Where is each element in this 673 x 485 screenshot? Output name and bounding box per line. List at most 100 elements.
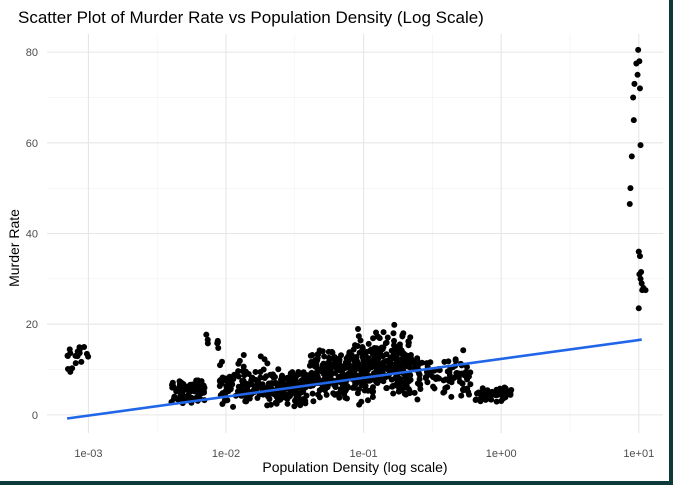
data-point: [323, 391, 330, 398]
data-point: [467, 381, 474, 388]
data-point: [376, 347, 383, 354]
data-point: [448, 379, 455, 386]
data-point: [444, 384, 451, 391]
data-point: [403, 372, 410, 379]
data-point: [430, 383, 437, 390]
data-point: [261, 356, 268, 363]
data-point: [339, 381, 346, 388]
y-tick-label: 60: [26, 138, 38, 150]
data-point: [325, 367, 332, 374]
data-point: [194, 385, 201, 392]
data-point: [331, 391, 338, 398]
data-point: [300, 396, 307, 403]
data-point: [217, 362, 224, 369]
data-point: [398, 350, 405, 357]
data-point: [406, 364, 413, 371]
data-point: [358, 398, 365, 405]
data-point: [322, 373, 329, 380]
data-point: [472, 396, 479, 403]
data-point: [369, 389, 376, 396]
data-point: [477, 395, 484, 402]
data-point: [388, 376, 395, 383]
data-point: [373, 329, 379, 336]
data-point: [636, 253, 643, 260]
data-point: [442, 376, 449, 383]
data-point: [337, 389, 344, 396]
data-point: [239, 368, 246, 375]
data-point: [417, 385, 424, 392]
data-point: [309, 390, 316, 397]
data-point: [324, 384, 331, 391]
data-point: [66, 346, 73, 353]
data-point: [343, 362, 350, 369]
data-point: [405, 378, 412, 385]
data-point: [393, 346, 400, 353]
data-point: [278, 373, 285, 380]
data-point: [422, 373, 429, 380]
data-point: [635, 305, 642, 312]
data-point: [187, 386, 194, 393]
data-point: [626, 201, 633, 208]
data-point: [240, 351, 247, 358]
x-tick-label: 1e-03: [74, 448, 102, 460]
x-tick-labels: 1e-03 1e-02 1e-01 1e+00 1e+01: [74, 448, 654, 460]
data-point: [396, 341, 403, 348]
data-point: [337, 367, 343, 374]
x-tick-label: 1e+01: [623, 448, 654, 460]
data-point: [379, 353, 386, 360]
data-point: [389, 382, 396, 389]
data-point: [631, 80, 638, 87]
data-point: [373, 355, 380, 362]
data-point: [348, 352, 355, 359]
data-point: [203, 331, 210, 338]
data-point: [355, 325, 362, 332]
data-point: [258, 384, 265, 391]
data-point: [355, 361, 362, 368]
data-point: [488, 396, 495, 403]
y-tick-label: 80: [26, 47, 38, 59]
data-point: [370, 335, 377, 342]
data-point: [316, 394, 323, 401]
data-point: [354, 342, 361, 349]
data-point: [380, 329, 387, 336]
data-point: [374, 364, 381, 371]
data-point: [452, 357, 459, 364]
data-point: [639, 287, 646, 294]
data-point: [459, 380, 466, 387]
data-point: [379, 363, 386, 370]
data-point: [412, 364, 419, 371]
x-tick-label: 1e-01: [350, 448, 378, 460]
data-point: [186, 395, 193, 402]
data-point: [358, 370, 364, 377]
data-point: [359, 350, 366, 357]
data-point: [636, 85, 643, 92]
data-point: [383, 339, 390, 346]
data-point: [383, 384, 390, 391]
data-point: [279, 389, 286, 396]
data-point: [284, 400, 291, 407]
data-point: [310, 398, 317, 405]
data-point: [319, 348, 326, 355]
data-point: [81, 344, 88, 350]
data-point: [300, 369, 307, 376]
data-point: [635, 248, 642, 255]
trend-line: [66, 338, 642, 420]
data-point: [635, 46, 642, 53]
data-point: [327, 361, 334, 368]
data-point: [497, 388, 504, 395]
chart-title: Scatter Plot of Murder Rate vs Populatio…: [18, 8, 484, 27]
data-point: [503, 386, 510, 393]
data-point: [414, 355, 421, 362]
data-point: [231, 371, 238, 378]
data-point: [325, 354, 332, 361]
data-point: [375, 333, 382, 340]
data-point: [460, 347, 467, 354]
data-point: [344, 383, 351, 390]
data-point: [400, 359, 407, 366]
y-tick-label: 40: [26, 229, 38, 241]
data-point: [490, 390, 497, 397]
data-point: [636, 271, 643, 278]
data-point: [224, 385, 231, 392]
data-point: [391, 337, 398, 344]
